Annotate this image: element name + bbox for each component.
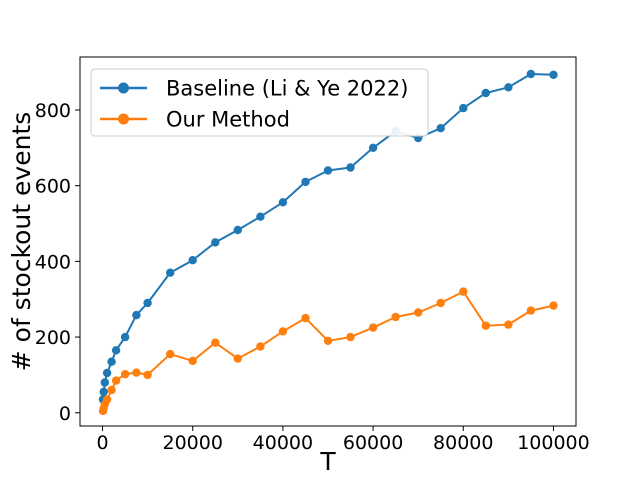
- data-point-marker: [100, 378, 110, 387]
- data-point-marker: [102, 395, 112, 404]
- x-axis: 0 20000 40000 60000 80000 100000: [96, 426, 590, 454]
- legend-label: Baseline (Li & Ye 2022): [166, 77, 408, 101]
- data-point-marker: [368, 143, 378, 152]
- y-axis-label: # of stockout events: [7, 112, 36, 372]
- data-point-marker: [549, 70, 558, 80]
- data-point-marker: [111, 376, 121, 385]
- legend-box: [90, 68, 429, 137]
- data-point-marker: [278, 327, 288, 336]
- plot-frame: [79, 56, 577, 427]
- data-point-marker: [459, 287, 468, 296]
- data-point-marker: [120, 332, 130, 342]
- series-baseline: [98, 69, 558, 404]
- data-point-marker: [107, 385, 116, 395]
- data-point-marker: [391, 312, 400, 322]
- data-point-marker: [233, 225, 242, 235]
- legend: Baseline (Li & Ye 2022) Our Method: [90, 68, 429, 137]
- data-point-marker: [107, 357, 116, 366]
- y-tick-label: 400: [35, 251, 71, 273]
- data-point-marker: [166, 268, 175, 277]
- y-axis: 0 200 400 600 800: [35, 100, 80, 425]
- data-point-marker: [188, 356, 197, 366]
- series-our-method: [98, 287, 558, 416]
- data-point-marker: [211, 338, 220, 347]
- data-point-marker: [120, 370, 130, 379]
- data-point-marker: [301, 177, 310, 187]
- data-point-marker: [323, 336, 333, 345]
- data-point-marker: [111, 346, 121, 355]
- data-point-marker: [102, 368, 112, 378]
- data-point-marker: [436, 298, 445, 308]
- data-point-marker: [166, 349, 175, 359]
- legend-marker-circle: [118, 82, 129, 94]
- data-point-marker: [526, 306, 536, 315]
- x-tick-label: 80000: [433, 432, 493, 454]
- data-point-marker: [323, 166, 333, 175]
- data-point-marker: [346, 332, 355, 342]
- data-point-marker: [256, 212, 265, 221]
- data-point-marker: [132, 310, 141, 320]
- x-tick-label: 60000: [343, 432, 403, 454]
- data-point-marker: [132, 368, 141, 377]
- data-point-marker: [346, 163, 355, 172]
- data-point-marker: [368, 323, 378, 332]
- legend-label: Our Method: [166, 108, 290, 132]
- data-point-marker: [143, 298, 152, 308]
- legend-marker-circle: [118, 113, 129, 125]
- data-point-marker: [233, 354, 242, 363]
- data-point-marker: [256, 342, 265, 351]
- y-tick-label: 800: [35, 100, 71, 122]
- data-point-marker: [549, 301, 558, 310]
- x-tick-label: 20000: [163, 432, 223, 454]
- data-point-marker: [301, 313, 310, 323]
- x-axis-label: T: [319, 447, 336, 476]
- data-point-marker: [504, 83, 513, 92]
- data-point-marker: [211, 238, 220, 247]
- x-tick-label: 100000: [517, 432, 590, 454]
- y-tick-label: 200: [35, 327, 71, 349]
- data-point-marker: [414, 308, 423, 317]
- data-point-marker: [459, 103, 468, 113]
- x-tick-label: 0: [96, 432, 108, 454]
- data-point-marker: [526, 69, 536, 79]
- y-tick-label: 0: [59, 403, 71, 425]
- y-tick-label: 600: [35, 176, 71, 198]
- data-point-marker: [436, 124, 445, 133]
- x-tick-label: 40000: [253, 432, 313, 454]
- data-point-marker: [278, 198, 288, 207]
- data-point-marker: [481, 88, 490, 98]
- data-point-marker: [143, 370, 152, 380]
- data-point-marker: [504, 320, 513, 329]
- data-point-marker: [481, 321, 490, 330]
- data-point-marker: [99, 387, 108, 397]
- data-point-marker: [188, 256, 197, 265]
